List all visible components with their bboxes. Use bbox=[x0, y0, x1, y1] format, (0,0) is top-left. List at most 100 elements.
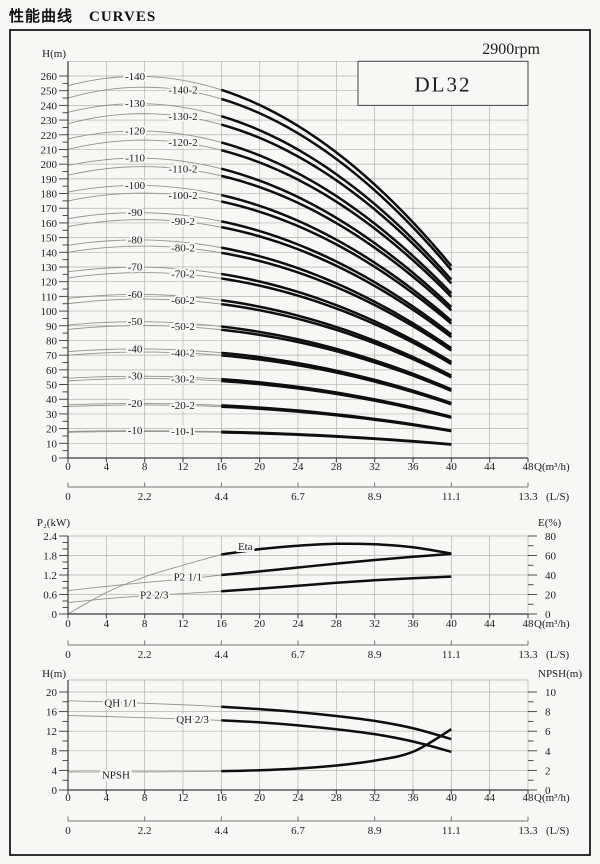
x-tick-label: 0 bbox=[65, 618, 71, 630]
y2-tick-label: 60 bbox=[545, 551, 557, 563]
curve-90-bold bbox=[221, 220, 453, 336]
y2-axis-title: E(%) bbox=[538, 517, 562, 529]
x-tick-label: 24 bbox=[293, 461, 305, 473]
curve-label-90-2: -90-2 bbox=[171, 216, 195, 228]
ls-axis-title: (L/S) bbox=[546, 649, 570, 661]
curve-40-2-thin bbox=[67, 351, 222, 356]
y-tick-label: 60 bbox=[46, 365, 58, 377]
y-tick-label: 50 bbox=[46, 380, 58, 392]
ls-tick-label: 11.1 bbox=[442, 825, 461, 837]
x-tick-label: 16 bbox=[216, 792, 228, 804]
x-tick-label: 16 bbox=[216, 461, 228, 473]
curve-130-2-thin bbox=[67, 113, 222, 125]
curve-110-2-bold bbox=[221, 174, 453, 312]
ls-tick-label: 0 bbox=[65, 491, 71, 503]
x-tick-label: 8 bbox=[142, 792, 148, 804]
curve-130-thin bbox=[67, 103, 222, 117]
y-tick-label: 2.4 bbox=[43, 531, 57, 543]
curve-100-2-thin bbox=[67, 192, 222, 202]
x-tick-label: 28 bbox=[331, 461, 343, 473]
curve-label-60-2: -60-2 bbox=[171, 295, 195, 307]
curve-120-bold bbox=[220, 141, 453, 295]
rpm-label: 2900rpm bbox=[482, 41, 540, 58]
curve-140-2-bold bbox=[220, 97, 453, 271]
y-tick-label: 80 bbox=[46, 335, 58, 347]
curve-label-90: -90 bbox=[128, 207, 143, 219]
x-tick-label: 48 bbox=[523, 461, 535, 473]
series-label-P2 2/3: P2 2/3 bbox=[140, 590, 169, 602]
curve-110-2-thin bbox=[67, 166, 222, 177]
curve-label-80: -80 bbox=[128, 234, 143, 246]
ls-tick-label: 6.7 bbox=[291, 491, 305, 503]
curve-70-2-bold bbox=[221, 277, 452, 366]
page-title: 性能曲线 CURVES bbox=[9, 5, 156, 26]
curve-40-2-bold bbox=[221, 354, 452, 406]
x-tick-label: 20 bbox=[254, 618, 266, 630]
curve-20-2-bold bbox=[221, 405, 452, 433]
x-tick-label: 28 bbox=[331, 618, 343, 630]
curve-50-bold bbox=[221, 325, 452, 391]
x-tick-label: 4 bbox=[104, 461, 110, 473]
curve-40-bold bbox=[221, 351, 452, 405]
x-tick-label: 40 bbox=[446, 792, 458, 804]
y-tick-label: 0.6 bbox=[43, 590, 57, 602]
curve-label-130: -130 bbox=[125, 98, 146, 110]
curve-label-100: -100 bbox=[125, 180, 146, 192]
x-tick-label: 20 bbox=[254, 792, 266, 804]
curve-label-50: -50 bbox=[128, 316, 143, 328]
y-tick-label: 210 bbox=[41, 144, 58, 156]
curve-label-70-2: -70-2 bbox=[171, 269, 195, 281]
y-tick-label: 140 bbox=[41, 247, 58, 259]
curve-80-bold bbox=[221, 246, 453, 350]
ls-tick-label: 2.2 bbox=[138, 649, 152, 661]
y-tick-label: 1.2 bbox=[43, 570, 57, 582]
x-tick-label: 40 bbox=[446, 618, 458, 630]
y-tick-label: 260 bbox=[41, 71, 58, 83]
curve-140-thin bbox=[67, 75, 222, 91]
y-tick-label: 230 bbox=[41, 115, 58, 127]
x-tick-label: 24 bbox=[293, 792, 305, 804]
ls-tick-label: 13.3 bbox=[518, 491, 538, 503]
y-tick-label: 110 bbox=[41, 291, 58, 303]
curve-130-2-bold bbox=[220, 123, 453, 285]
curve-label-20: -20 bbox=[128, 398, 143, 410]
y2-tick-label: 4 bbox=[545, 746, 551, 758]
curve-80-thin bbox=[67, 239, 222, 249]
curve-label-10: -10 bbox=[128, 425, 143, 437]
x-tick-label: 12 bbox=[178, 792, 189, 804]
curve-30-2-bold bbox=[221, 379, 452, 419]
ls-tick-label: 13.3 bbox=[518, 825, 538, 837]
curve-100-bold bbox=[221, 193, 453, 322]
ls-tick-label: 0 bbox=[65, 825, 71, 837]
curve-120-thin bbox=[67, 130, 222, 143]
y2-tick-label: 6 bbox=[545, 726, 551, 738]
y-tick-label: 160 bbox=[41, 218, 58, 230]
y-tick-label: 150 bbox=[41, 233, 58, 245]
curve-50-2-thin bbox=[67, 325, 222, 331]
y-tick-label: 250 bbox=[41, 86, 58, 98]
curve-Eta-bold bbox=[221, 542, 452, 556]
y-tick-label: 16 bbox=[46, 707, 58, 719]
curve-110-bold bbox=[221, 167, 453, 308]
curve-60-2-thin bbox=[67, 298, 222, 305]
curve-label-100-2: -100-2 bbox=[168, 190, 197, 202]
series-label-NPSH: NPSH bbox=[102, 769, 130, 781]
x-tick-label: 16 bbox=[216, 618, 228, 630]
curve-label-70: -70 bbox=[128, 262, 143, 274]
x-tick-label: 32 bbox=[369, 461, 380, 473]
y-tick-label: 20 bbox=[46, 687, 58, 699]
main-qh-chart: -10 -10-1 -20 -20-2 -30 -30-2 -40 -40-2 -50 -50-2… bbox=[41, 41, 571, 503]
curve-70-bold bbox=[221, 272, 452, 364]
ls-tick-label: 8.9 bbox=[368, 491, 382, 503]
y-tick-label: 4 bbox=[52, 765, 58, 777]
curve-90-thin bbox=[67, 212, 222, 222]
x-tick-label: 4 bbox=[104, 792, 110, 804]
curve-label-110: -110 bbox=[125, 153, 145, 165]
ls-tick-label: 11.1 bbox=[442, 649, 461, 661]
y-tick-label: 70 bbox=[46, 350, 58, 362]
curve-QH 1/1-bold bbox=[221, 705, 452, 741]
curve-label-20-2: -20-2 bbox=[171, 400, 195, 412]
x-tick-label: 20 bbox=[254, 461, 266, 473]
